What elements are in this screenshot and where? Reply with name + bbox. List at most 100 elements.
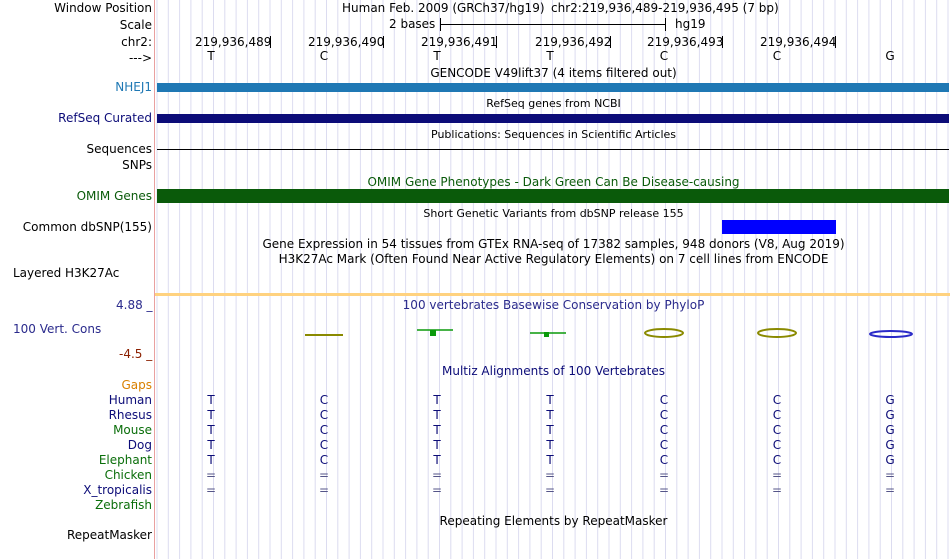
omim-label[interactable]: OMIM Genes: [76, 189, 152, 203]
aligned-base: =: [544, 468, 556, 482]
ruler-position: 219,936,494: [760, 35, 837, 49]
window-position-label: Window Position: [54, 1, 152, 15]
species-label-elephant[interactable]: Elephant: [98, 453, 152, 467]
reference-base: C: [659, 49, 669, 63]
reference-base: G: [885, 49, 895, 63]
reference-base: T: [546, 49, 554, 63]
aligned-base: =: [318, 483, 330, 497]
phylop-min-value: -4.5 _: [119, 347, 153, 361]
aligned-base: =: [205, 468, 217, 482]
strand-arrow-label: --->: [128, 51, 152, 65]
aligned-base: =: [658, 468, 670, 482]
ruler-position: 219,936,490: [308, 35, 385, 49]
ruler-position: 219,936,491: [421, 35, 498, 49]
aligned-base: C: [772, 423, 782, 437]
aligned-base: T: [433, 453, 441, 467]
aligned-base: T: [546, 438, 554, 452]
aligned-base: =: [884, 483, 896, 497]
aligned-base: C: [659, 453, 669, 467]
species-label-dog[interactable]: Dog: [127, 438, 152, 452]
dbsnp-label[interactable]: Common dbSNP(155): [22, 220, 152, 234]
omim-track-title[interactable]: OMIM Gene Phenotypes - Dark Green Can Be…: [367, 175, 740, 189]
sequences-line: [157, 149, 949, 150]
phylop-track-title[interactable]: 100 vertebrates Basewise Conservation by…: [402, 298, 705, 312]
ruler-position: 219,936,489: [195, 35, 272, 49]
multiz-track-title[interactable]: Multiz Alignments of 100 Vertebrates: [441, 364, 666, 378]
ruler-tick: [270, 36, 271, 48]
nhej1-label[interactable]: NHEJ1: [115, 80, 152, 94]
reference-base: C: [772, 49, 782, 63]
aligned-base: =: [771, 468, 783, 482]
scale-bar-left-end: [440, 18, 441, 31]
scale-bar: [440, 24, 666, 25]
species-label-human[interactable]: Human: [108, 393, 152, 407]
species-label-rhesus[interactable]: Rhesus: [108, 408, 152, 422]
reference-base: T: [207, 49, 215, 63]
aligned-base: C: [772, 408, 782, 422]
h3k27ac-track-title[interactable]: H3K27Ac Mark (Often Found Near Active Re…: [278, 252, 829, 266]
aligned-base: T: [207, 438, 215, 452]
sequences-label[interactable]: Sequences: [86, 142, 152, 156]
aligned-base: C: [319, 393, 329, 407]
nhej1-gene-bar[interactable]: [157, 83, 949, 92]
omim-feature-bar[interactable]: [157, 189, 949, 203]
scale-label: Scale: [119, 18, 152, 32]
label-column-border: [154, 0, 155, 559]
repeatmasker-track-title[interactable]: Repeating Elements by RepeatMasker: [439, 514, 668, 528]
ruler-tick: [610, 36, 611, 48]
species-label-zebrafish[interactable]: Zebrafish: [95, 498, 152, 512]
phylop-base-3-glyph: [417, 329, 453, 336]
phylop-label[interactable]: 100 Vert. Cons: [13, 322, 102, 336]
aligned-base: C: [659, 393, 669, 407]
aligned-base: C: [772, 393, 782, 407]
refseq-track-title[interactable]: RefSeq genes from NCBI: [486, 97, 621, 110]
gtex-track-title[interactable]: Gene Expression in 54 tissues from GTEx …: [262, 237, 845, 251]
repeatmasker-label[interactable]: RepeatMasker: [66, 528, 152, 542]
dbsnp-variant-block[interactable]: [722, 220, 836, 234]
refseq-gene-bar[interactable]: [157, 114, 949, 123]
aligned-base: =: [771, 483, 783, 497]
aligned-base: G: [885, 393, 895, 407]
aligned-base: =: [318, 468, 330, 482]
aligned-base: T: [207, 423, 215, 437]
phylop-base-4-glyph: [530, 332, 566, 337]
aligned-base: T: [207, 408, 215, 422]
species-label-x_tropicalis[interactable]: X_tropicalis: [83, 483, 152, 497]
phylop-base-7-glyph: [869, 330, 913, 338]
dbsnp-track-title[interactable]: Short Genetic Variants from dbSNP releas…: [423, 207, 684, 220]
aligned-base: T: [546, 393, 554, 407]
aligned-base: =: [658, 483, 670, 497]
refseq-label[interactable]: RefSeq Curated: [58, 111, 152, 125]
h3k27ac-label[interactable]: Layered H3K27Ac: [13, 266, 120, 280]
scale-bar-right-end: [665, 18, 666, 31]
gencode-track-title[interactable]: GENCODE V49lift37 (4 items filtered out): [430, 66, 677, 80]
aligned-base: T: [207, 393, 215, 407]
aligned-base: T: [433, 408, 441, 422]
position-text: chr2:219,936,489-219,936,495 (7 bp): [551, 1, 779, 15]
aligned-base: C: [772, 438, 782, 452]
reference-base: T: [433, 49, 441, 63]
ruler-position: 219,936,493: [647, 35, 724, 49]
phylop-glyphs: [305, 328, 913, 338]
phylop-max-value: 4.88 _: [116, 298, 153, 312]
aligned-base: T: [433, 423, 441, 437]
species-label-chicken[interactable]: Chicken: [104, 468, 152, 482]
aligned-base: C: [319, 423, 329, 437]
aligned-base: C: [772, 453, 782, 467]
aligned-base: G: [885, 438, 895, 452]
h3k27ac-signal-line: [155, 293, 950, 296]
aligned-base: C: [319, 453, 329, 467]
aligned-base: T: [433, 438, 441, 452]
aligned-base: C: [659, 408, 669, 422]
aligned-base: =: [431, 468, 443, 482]
aligned-base: =: [884, 468, 896, 482]
reference-base: C: [319, 49, 329, 63]
species-label-mouse[interactable]: Mouse: [113, 423, 152, 437]
snps-label[interactable]: SNPs: [122, 158, 152, 172]
aligned-base: G: [885, 453, 895, 467]
aligned-base: T: [207, 453, 215, 467]
aligned-base: T: [546, 423, 554, 437]
publications-track-title[interactable]: Publications: Sequences in Scientific Ar…: [431, 128, 676, 141]
aligned-base: =: [431, 483, 443, 497]
aligned-base: T: [546, 453, 554, 467]
